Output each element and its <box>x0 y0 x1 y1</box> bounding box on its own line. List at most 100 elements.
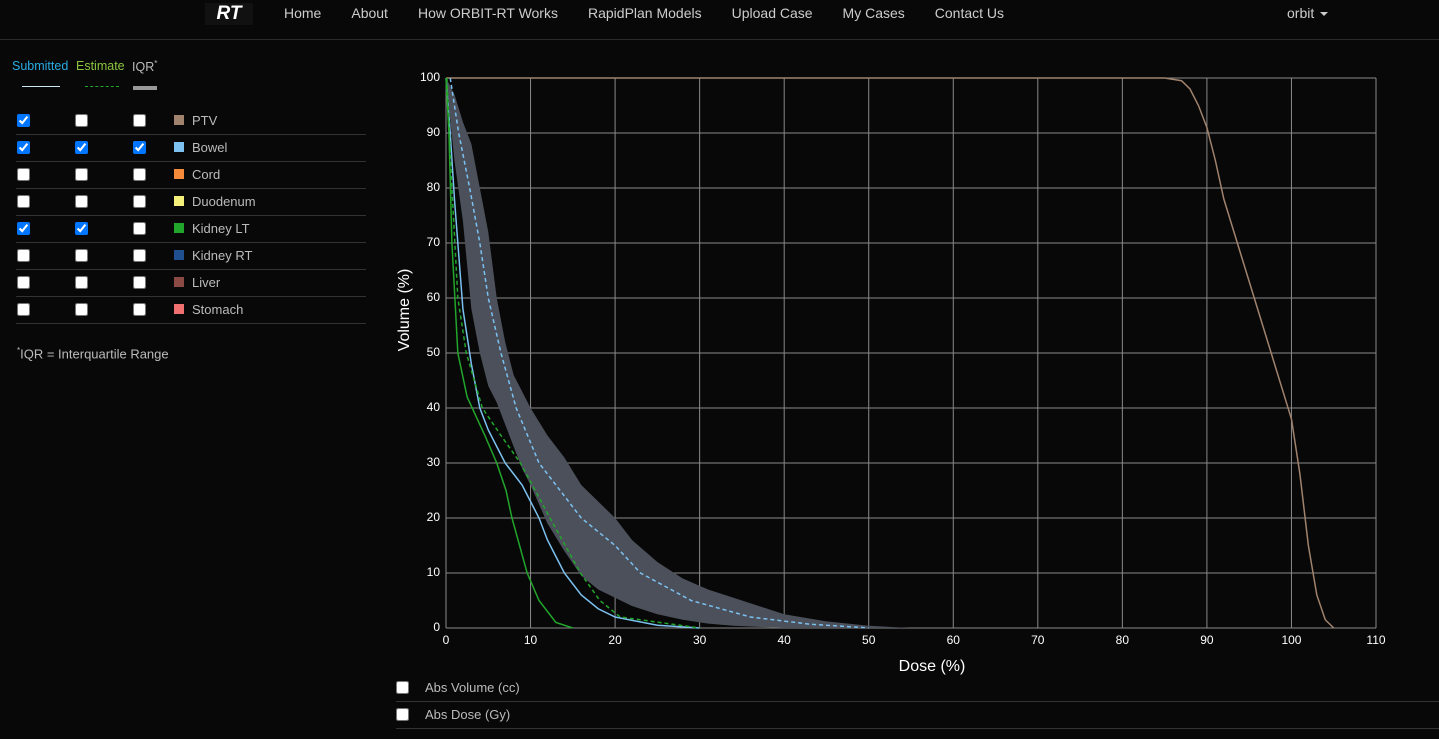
option-checkbox[interactable] <box>396 681 409 694</box>
structure-name: Cord <box>192 167 221 182</box>
checkbox-submitted[interactable] <box>17 195 30 208</box>
checkbox-iqr[interactable] <box>133 276 146 289</box>
user-menu[interactable]: orbit <box>1287 5 1328 21</box>
checkbox-estimate[interactable] <box>75 303 88 316</box>
structure-row: Bowel <box>16 135 366 162</box>
nav-link[interactable]: RapidPlan Models <box>587 5 702 21</box>
color-swatch <box>174 169 184 179</box>
nav-link[interactable]: About <box>351 5 388 21</box>
y-tick-label: 90 <box>427 125 441 139</box>
x-tick-label: 80 <box>1116 633 1130 647</box>
x-tick-label: 110 <box>1366 633 1385 647</box>
color-swatch <box>174 115 184 125</box>
footnote-mark: * <box>17 346 21 355</box>
nav-link[interactable]: My Cases <box>842 5 905 21</box>
checkbox-estimate[interactable] <box>75 195 88 208</box>
submitted-curve <box>445 77 574 629</box>
y-tick-label: 10 <box>427 565 441 579</box>
sample-dashed <box>85 86 119 87</box>
structure-name: PTV <box>192 113 218 128</box>
structure-name: Stomach <box>192 302 244 317</box>
x-tick-label: 100 <box>1281 633 1301 647</box>
nav-link[interactable]: How ORBIT-RT Works <box>417 5 558 21</box>
structure-row: Cord <box>16 162 366 189</box>
checkbox-iqr[interactable] <box>133 114 146 127</box>
estimate-curve <box>449 77 869 629</box>
x-tick-label: 30 <box>693 633 707 647</box>
structure-name: Bowel <box>192 140 228 155</box>
option-row: Abs Dose (Gy) <box>396 702 1439 729</box>
logo[interactable]: RT <box>205 3 253 25</box>
estimate-curve <box>446 77 700 629</box>
structure-row: Kidney LT <box>16 216 366 243</box>
structure-name: Kidney RT <box>192 248 253 263</box>
y-tick-label: 40 <box>427 400 441 414</box>
color-swatch <box>174 250 184 260</box>
checkbox-submitted[interactable] <box>17 276 30 289</box>
y-tick-label: 70 <box>427 235 441 249</box>
checkbox-iqr[interactable] <box>133 222 146 235</box>
checkbox-estimate[interactable] <box>75 114 88 127</box>
y-tick-label: 30 <box>427 455 441 469</box>
sample-band <box>133 86 157 90</box>
footnote: *IQR = Interquartile Range <box>17 346 169 361</box>
dvh-chart: 0 10 20 30 40 50 60 70 80 90 100 0 10 20 30 40 50 60 70 80 9… <box>396 70 1386 675</box>
x-tick-label: 20 <box>608 633 622 647</box>
navbar: RT Home About How ORBIT-RT Works RapidPlan … <box>0 0 1439 40</box>
structure-row: Kidney RT <box>16 243 366 270</box>
checkbox-submitted[interactable] <box>17 249 30 262</box>
footnote-text: IQR = Interquartile Range <box>20 346 169 362</box>
structure-name: Duodenum <box>192 194 256 209</box>
color-swatch <box>174 223 184 233</box>
y-tick-label: 60 <box>427 290 441 304</box>
x-axis-title: Dose (%) <box>899 658 966 675</box>
structure-name: Liver <box>192 275 221 290</box>
nav-link[interactable]: Contact Us <box>934 5 1005 21</box>
checkbox-iqr[interactable] <box>133 141 146 154</box>
color-swatch <box>174 142 184 152</box>
structure-row: Stomach <box>16 297 366 324</box>
x-tick-label: 50 <box>862 633 876 647</box>
option-label: Abs Dose (Gy) <box>425 707 511 722</box>
checkbox-estimate[interactable] <box>75 222 88 235</box>
y-tick-label: 100 <box>420 70 440 84</box>
submitted-curve <box>446 77 1335 629</box>
legend-iqr: IQR* <box>132 59 157 74</box>
y-axis-title: Volume (%) <box>396 269 413 352</box>
checkbox-estimate[interactable] <box>75 249 88 262</box>
x-tick-label: 10 <box>524 633 538 647</box>
checkbox-submitted[interactable] <box>17 168 30 181</box>
checkbox-submitted[interactable] <box>17 303 30 316</box>
checkbox-iqr[interactable] <box>133 249 146 262</box>
checkbox-estimate[interactable] <box>75 276 88 289</box>
checkbox-iqr[interactable] <box>133 195 146 208</box>
nav-link[interactable]: Home <box>284 5 322 21</box>
y-tick-label: 80 <box>427 180 441 194</box>
structure-row: Liver <box>16 270 366 297</box>
color-swatch <box>174 277 184 287</box>
legend-iqr-mark: * <box>154 59 158 68</box>
legend-iqr-text: IQR <box>132 60 155 75</box>
checkbox-estimate[interactable] <box>75 168 88 181</box>
structure-row: Duodenum <box>16 189 366 216</box>
nav-links: Home About How ORBIT-RT Works RapidPlan Mod… <box>284 5 1004 21</box>
x-tick-label: 70 <box>1031 633 1045 647</box>
x-tick-label: 60 <box>947 633 961 647</box>
x-tick-label: 0 <box>443 633 450 647</box>
y-tick-label: 0 <box>433 620 440 634</box>
structure-row: PTV <box>16 108 366 135</box>
checkbox-estimate[interactable] <box>75 141 88 154</box>
checkbox-submitted[interactable] <box>17 222 30 235</box>
color-swatch <box>174 196 184 206</box>
nav-link[interactable]: Upload Case <box>731 5 813 21</box>
iqr-band <box>446 78 911 628</box>
checkbox-iqr[interactable] <box>133 168 146 181</box>
option-checkbox[interactable] <box>396 708 409 721</box>
legend-submitted: Submitted <box>12 59 69 73</box>
checkbox-submitted[interactable] <box>17 141 30 154</box>
checkbox-submitted[interactable] <box>17 114 30 127</box>
option-label: Abs Volume (cc) <box>425 680 520 695</box>
x-tick-label: 40 <box>778 633 792 647</box>
checkbox-iqr[interactable] <box>133 303 146 316</box>
